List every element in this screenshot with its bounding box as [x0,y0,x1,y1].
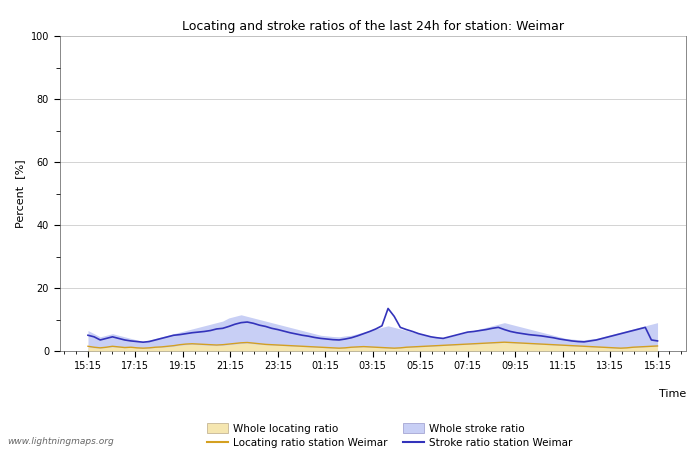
Title: Locating and stroke ratios of the last 24h for station: Weimar: Locating and stroke ratios of the last 2… [182,20,564,33]
Y-axis label: Percent  [%]: Percent [%] [15,159,25,228]
Text: www.lightningmaps.org: www.lightningmaps.org [7,436,113,446]
Legend: Whole locating ratio, Locating ratio station Weimar, Whole stroke ratio, Stroke : Whole locating ratio, Locating ratio sta… [202,419,577,450]
Text: Time: Time [659,389,686,399]
